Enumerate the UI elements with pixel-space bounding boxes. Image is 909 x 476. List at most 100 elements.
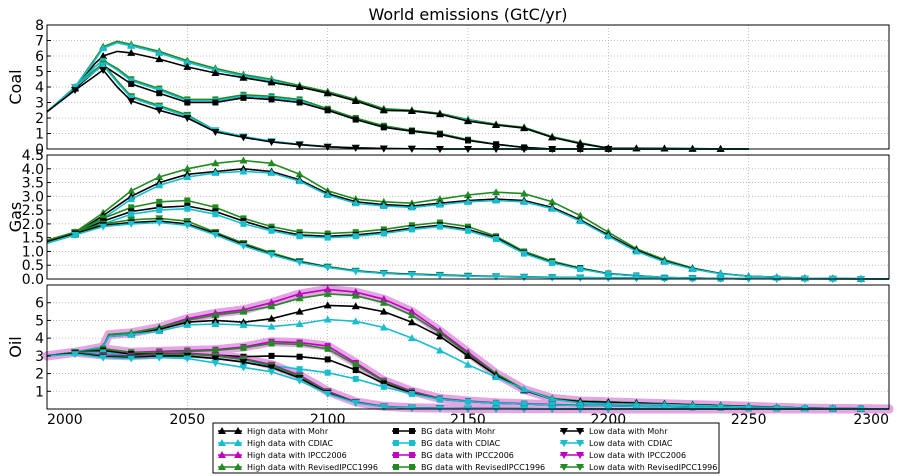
legend-marker <box>560 464 568 471</box>
series-marker <box>493 236 500 243</box>
series-marker <box>296 353 303 360</box>
series-marker <box>323 315 332 323</box>
series-marker <box>99 354 108 362</box>
series-marker <box>379 403 388 411</box>
x-tick-label: 2300 <box>853 412 889 428</box>
series-marker <box>688 144 697 152</box>
series-marker <box>239 167 248 175</box>
series-marker <box>128 80 135 87</box>
series-marker <box>267 302 276 310</box>
series-marker <box>239 242 248 250</box>
series-marker <box>324 107 331 114</box>
series-marker <box>211 316 220 324</box>
series-marker <box>183 173 192 181</box>
series-marker <box>128 77 135 84</box>
series-line <box>46 205 749 280</box>
series-marker <box>407 307 416 315</box>
series-marker <box>155 48 164 56</box>
y-tick-label: 3.5 <box>22 176 44 192</box>
series-marker <box>127 195 136 203</box>
series-marker <box>295 377 304 385</box>
series-marker <box>212 347 219 354</box>
legend-marker <box>560 440 568 447</box>
series-marker <box>661 403 668 410</box>
legend-marker <box>560 452 568 459</box>
legend-label: Low data with RevisedIPCC1996 <box>589 463 717 472</box>
series-marker <box>267 368 276 376</box>
legend-marker <box>234 463 242 470</box>
series-line <box>46 170 890 280</box>
legend-label: Low data with CDIAC <box>589 439 673 448</box>
series-marker <box>604 274 613 282</box>
legend-marker <box>576 440 584 447</box>
legend-marker <box>409 428 415 434</box>
series-marker <box>435 195 444 203</box>
series-marker <box>576 217 585 225</box>
series-marker <box>407 404 416 412</box>
series-marker <box>127 355 136 363</box>
series-marker <box>351 288 360 296</box>
legend-label: BG data with RevisedIPCC1996 <box>421 463 545 472</box>
series-marker <box>211 168 220 176</box>
series-marker <box>436 396 443 403</box>
oil-series <box>46 285 890 413</box>
series-marker <box>295 289 304 297</box>
series-line <box>46 50 749 150</box>
coal-y-label: Coal <box>6 69 25 104</box>
series-marker <box>351 96 360 104</box>
series-marker <box>183 320 192 328</box>
series-marker <box>407 318 416 326</box>
series-marker <box>211 159 220 167</box>
legend-marker <box>218 427 226 434</box>
series-marker <box>435 200 444 208</box>
series-marker <box>183 62 192 70</box>
series-marker <box>211 319 220 327</box>
series-marker <box>240 220 247 227</box>
series-line <box>46 42 749 150</box>
series-marker <box>520 197 529 205</box>
series-marker <box>268 340 275 347</box>
series-marker <box>99 44 108 52</box>
series-marker <box>407 334 416 342</box>
series-marker <box>295 177 304 185</box>
series-marker <box>211 359 220 367</box>
series-marker <box>577 266 584 273</box>
series-marker <box>211 128 220 136</box>
series-marker <box>351 268 360 276</box>
series-marker <box>127 97 136 105</box>
series-marker <box>239 156 248 164</box>
series-marker <box>577 402 584 409</box>
series-marker <box>323 89 332 97</box>
series-marker <box>71 231 80 239</box>
series-marker <box>99 66 108 74</box>
series-marker <box>323 390 332 398</box>
series-marker <box>549 260 556 267</box>
series-marker <box>268 352 275 359</box>
series-marker <box>379 270 388 278</box>
gas-y-ticks: 0.00.51.01.52.02.53.03.54.04.5 <box>22 148 51 288</box>
series-marker <box>632 247 641 255</box>
legend-marker <box>409 452 415 458</box>
series-marker <box>296 341 303 348</box>
series-marker <box>295 294 304 302</box>
series-marker <box>379 323 388 331</box>
legend-label: High data with RevisedIPCC1996 <box>247 463 378 472</box>
y-tick-label: 3 <box>35 96 44 112</box>
y-tick-label: 4.0 <box>22 162 44 178</box>
series-marker <box>660 257 669 265</box>
series-marker <box>183 355 192 363</box>
series-marker <box>548 197 557 205</box>
x-tick-label: 2250 <box>731 412 767 428</box>
y-tick-label: 1.0 <box>22 244 44 260</box>
series-marker <box>408 226 415 233</box>
series-marker <box>351 317 360 325</box>
series-line <box>46 318 890 410</box>
legend-marker <box>560 428 568 435</box>
legend-label: High data with Mohr <box>247 427 329 436</box>
series-marker <box>408 128 415 135</box>
series-marker <box>184 205 191 212</box>
y-tick-label: 7 <box>35 34 44 50</box>
series-marker <box>239 364 248 372</box>
